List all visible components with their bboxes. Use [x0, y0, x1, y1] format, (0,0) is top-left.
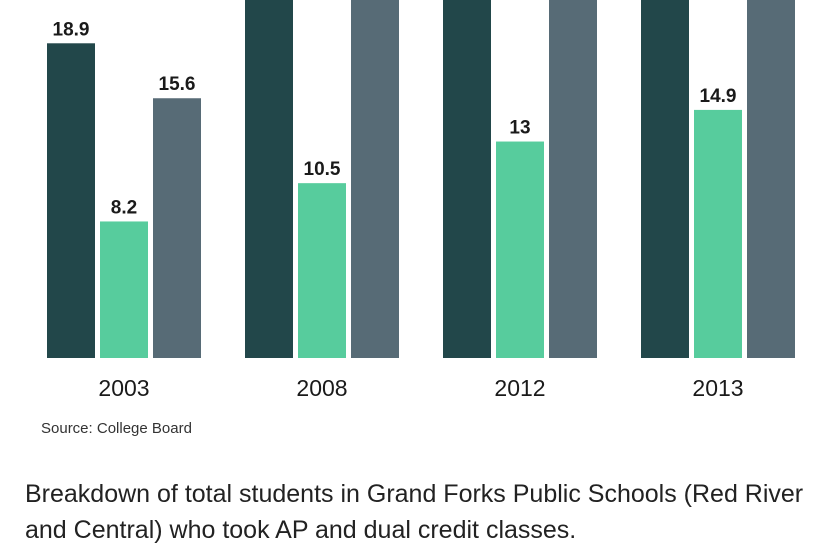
chart-caption: Breakdown of total students in Grand For… [25, 480, 804, 544]
x-tick-label-2012: 2012 [494, 375, 545, 400]
bar-2013-series-2 [694, 109, 742, 358]
x-tick-label-2003: 2003 [98, 375, 149, 400]
bar-2012-series-2 [496, 141, 544, 358]
data-label-2003-series-1: 18.9 [53, 19, 90, 40]
bar-2003-series-1 [47, 43, 95, 358]
bar-2003-series-2 [100, 221, 148, 358]
bar-2013-series-1 [641, 0, 689, 358]
bar-chart: 18.98.215.6200310.522.3200813201214.9201… [47, 0, 795, 400]
source-note: Source: College Board [41, 420, 192, 437]
data-label-2012-series-2: 13 [509, 118, 530, 139]
bar-2012-series-1 [443, 0, 491, 358]
data-label-2013-series-2: 14.9 [700, 86, 737, 107]
bar-2008-series-3 [351, 0, 399, 358]
data-label-2008-series-2: 10.5 [304, 159, 341, 180]
bar-2008-series-1 [245, 0, 293, 358]
bar-2013-series-3 [747, 0, 795, 358]
bar-2008-series-2 [298, 183, 346, 358]
x-tick-label-2013: 2013 [692, 375, 743, 400]
x-tick-label-2008: 2008 [296, 375, 347, 400]
data-label-2003-series-3: 15.6 [159, 74, 196, 95]
bar-2003-series-3 [153, 98, 201, 359]
bar-2012-series-3 [549, 0, 597, 358]
data-label-2003-series-2: 8.2 [111, 197, 137, 218]
